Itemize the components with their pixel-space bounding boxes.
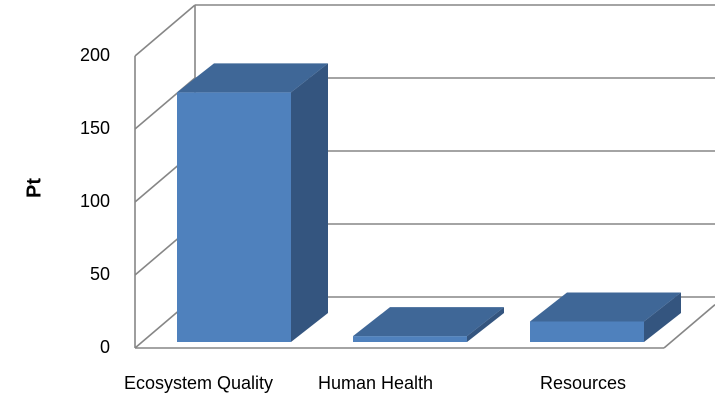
y-tick-labels: 0 50 100 150 200 bbox=[80, 45, 110, 357]
y-tick-label: 50 bbox=[90, 264, 110, 284]
bar bbox=[353, 307, 504, 342]
bar-side bbox=[644, 292, 681, 342]
y-tick-label: 100 bbox=[80, 191, 110, 211]
bar-front bbox=[177, 92, 291, 342]
bar-front bbox=[353, 336, 467, 342]
y-tick-label: 150 bbox=[80, 118, 110, 138]
bars bbox=[177, 63, 681, 343]
bar-top bbox=[353, 307, 504, 337]
bar bbox=[177, 63, 328, 343]
y-tick-label: 0 bbox=[100, 337, 110, 357]
x-category-label: Ecosystem Quality bbox=[124, 373, 273, 393]
x-category-labels: Ecosystem Quality Human Health Resources bbox=[124, 373, 626, 393]
bar-top bbox=[530, 292, 681, 322]
bar-front bbox=[530, 321, 644, 342]
y-axis-title: Pt bbox=[23, 178, 45, 198]
gridline-diagonal bbox=[134, 4, 196, 57]
x-category-label: Resources bbox=[540, 373, 626, 393]
bar-side bbox=[291, 63, 328, 343]
bar-side bbox=[467, 307, 504, 342]
y-tick-label: 200 bbox=[80, 45, 110, 65]
bar bbox=[530, 292, 681, 342]
floor-right-edge bbox=[663, 304, 715, 349]
x-category-label: Human Health bbox=[318, 373, 433, 393]
bar-top bbox=[177, 63, 328, 93]
